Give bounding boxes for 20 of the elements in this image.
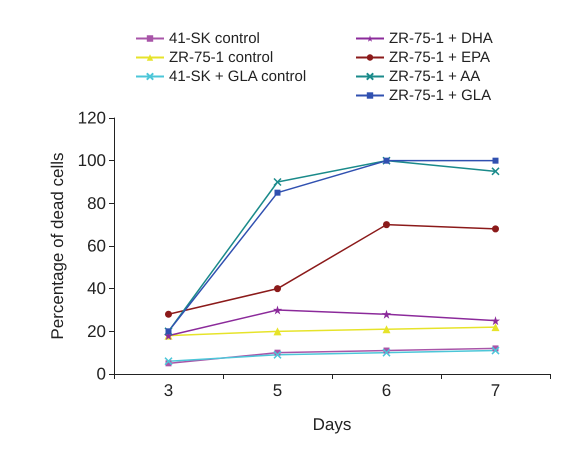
x-tick-label: 7 (490, 381, 500, 400)
y-tick-label: 100 (78, 151, 106, 170)
legend-label: 41-SK + GLA control (169, 68, 306, 85)
y-tick-label: 0 (96, 364, 106, 384)
x-tick-label: 5 (272, 381, 282, 400)
x-tick-label: 6 (382, 381, 392, 400)
legend-label: ZR-75-1 control (169, 49, 274, 66)
y-tick-label: 40 (87, 279, 106, 298)
y-tick-label: 120 (78, 108, 106, 128)
y-axis-title: Percentage of dead cells (48, 152, 67, 340)
legend-label: 41-SK control (169, 30, 260, 47)
legend-label: ZR-75-1 + DHA (389, 30, 493, 47)
legend-label: ZR-75-1 + AA (389, 68, 480, 85)
x-tick-label: 3 (164, 381, 174, 400)
y-tick-label: 80 (87, 194, 106, 213)
x-axis-title: Days (312, 415, 352, 434)
legend-label: ZR-75-1 + GLA (389, 87, 492, 104)
y-tick-label: 60 (87, 236, 106, 256)
legend-label: ZR-75-1 + EPA (389, 49, 490, 66)
y-tick-label: 20 (87, 322, 106, 341)
